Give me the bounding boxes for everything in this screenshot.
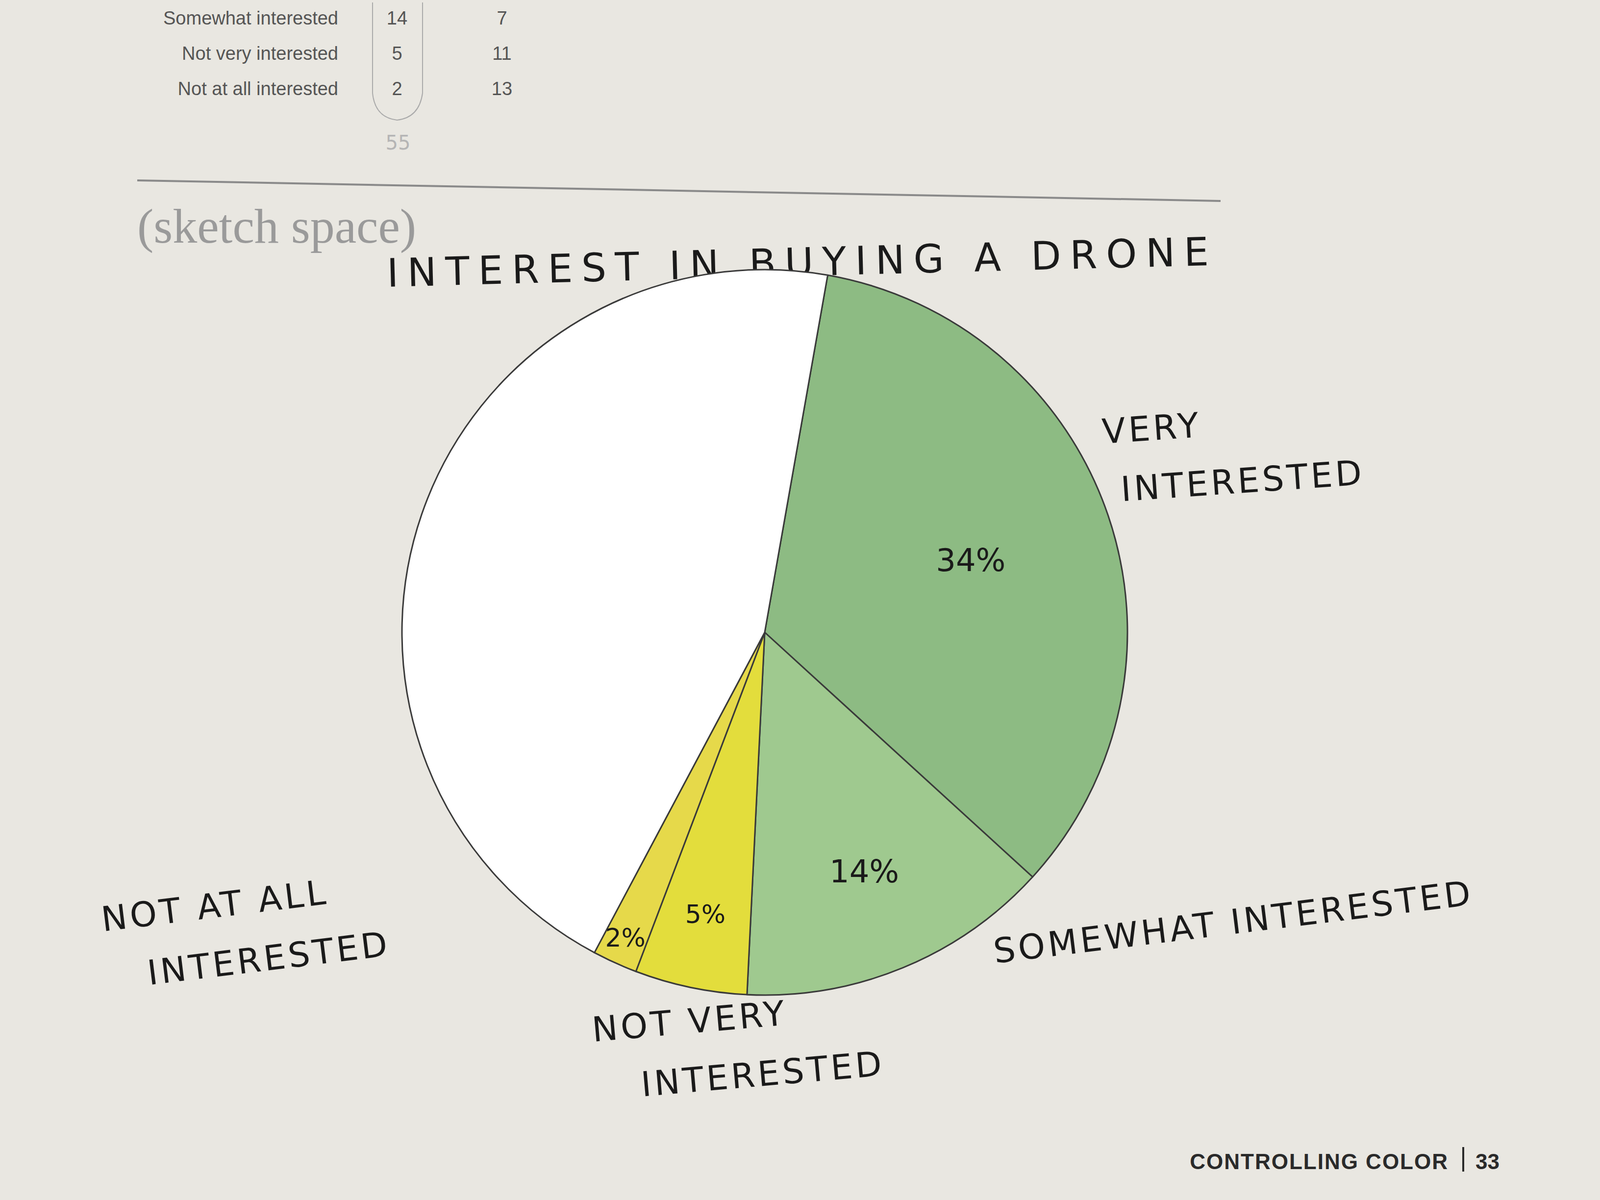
table-cell: Not very interested [181,43,339,64]
category-label: VERYINTERESTED [1100,393,1366,511]
category-label: NOT VERYINTERESTED [590,984,887,1109]
footer-separator [1462,1147,1465,1172]
category-label: NOT AT ALLINTERESTED [99,865,393,999]
category-labels: VERYINTERESTEDSOMEWHAT INTERESTEDNOT VER… [99,393,1476,1109]
table-cell: 14 [386,7,408,29]
data-label: 14% [829,853,900,890]
table: Somewhat interested 14 7 Not very intereste… [163,2,513,121]
data-label: 5% [685,899,726,929]
pie-slice [747,632,1033,996]
data-labels: 34% 14% 5% 2% [604,541,1006,952]
footer-section: CONTROLLING COLOR [1189,1149,1449,1174]
paper [0,0,1600,1200]
section-label: (sketch space) [137,199,417,254]
table-cell: Somewhat interested [163,7,339,29]
label-line: INTERESTED [639,1043,886,1105]
table-cell: 11 [492,43,512,64]
label-line: NOT VERY [590,992,789,1050]
data-label: 34% [935,541,1006,578]
rule [137,180,1221,201]
footer-page-number: 33 [1475,1149,1500,1174]
label-line: NOT AT ALL [99,872,331,940]
data-label: 2% [604,923,646,953]
table-cell: Not at all interested [177,78,339,100]
pie [401,269,1128,996]
label-line: INTERESTED [1119,452,1367,510]
handwritten-note: 55 [385,131,411,154]
category-label: SOMEWHAT INTERESTED [991,872,1476,972]
table-cell: 5 [391,43,402,64]
table-cell: 2 [391,78,402,100]
label-line: INTERESTED [145,923,393,994]
pencil-circle [372,2,423,121]
footer: CONTROLLING COLOR 33 [1189,1147,1500,1174]
table-cell: 13 [491,78,513,100]
label-line: VERY [1100,404,1203,452]
table-cell: 7 [496,7,507,29]
page: Somewhat interested 14 7 Not very intereste… [0,0,1600,1200]
pie-slice [401,269,828,953]
